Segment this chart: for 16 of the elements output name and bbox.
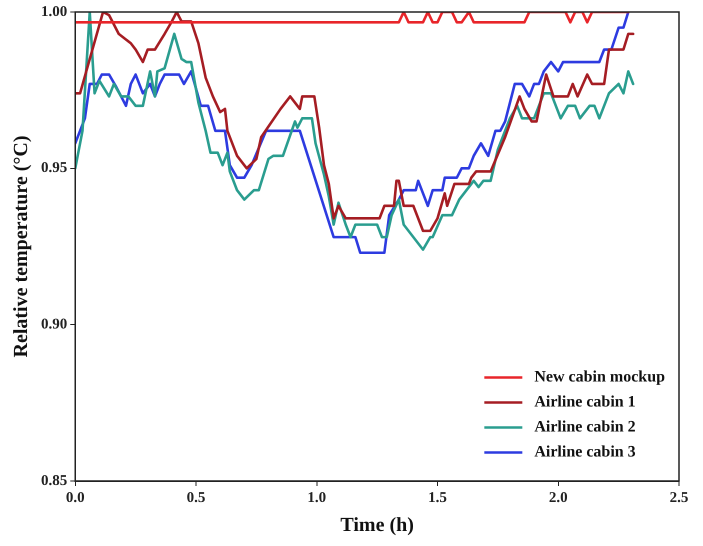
y-axis-title: Relative temperature (°C) bbox=[10, 136, 32, 358]
x-tick-label: 1.5 bbox=[428, 490, 447, 506]
x-tick-label: 2.0 bbox=[548, 490, 568, 506]
legend-label: Airline cabin 2 bbox=[534, 418, 636, 436]
y-tick-label: 1.00 bbox=[41, 4, 68, 20]
legend-label: Airline cabin 1 bbox=[534, 394, 636, 411]
x-tick-label: 1.0 bbox=[307, 490, 326, 506]
y-tick-label: 0.85 bbox=[41, 472, 68, 489]
x-tick-label: 2.5 bbox=[670, 490, 688, 506]
x-tick-label: 0.0 bbox=[66, 490, 85, 506]
x-axis-title: Time (h) bbox=[340, 514, 414, 536]
legend-label: Airline cabin 3 bbox=[534, 444, 636, 461]
x-tick-label: 0.5 bbox=[186, 490, 206, 506]
y-tick-label: 0.95 bbox=[41, 160, 68, 176]
legend-label: New cabin mockup bbox=[534, 368, 666, 386]
y-tick-label: 0.90 bbox=[41, 316, 68, 333]
